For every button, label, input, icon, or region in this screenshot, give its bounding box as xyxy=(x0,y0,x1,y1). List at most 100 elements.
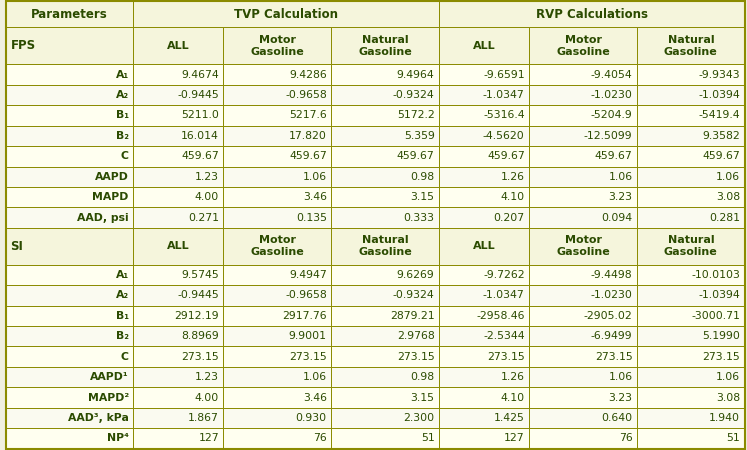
Text: A₂: A₂ xyxy=(116,290,129,301)
Bar xyxy=(439,265,529,285)
Text: -3000.71: -3000.71 xyxy=(692,311,740,321)
Text: 1.23: 1.23 xyxy=(195,372,219,382)
Bar xyxy=(223,326,331,346)
Text: AAPD: AAPD xyxy=(95,172,129,182)
Bar xyxy=(134,27,223,64)
Text: -0.9658: -0.9658 xyxy=(285,290,326,301)
Text: FPS: FPS xyxy=(10,40,36,52)
Text: 3.15: 3.15 xyxy=(411,192,435,202)
Text: Motor
Gasoline: Motor Gasoline xyxy=(557,235,610,257)
Text: 5211.0: 5211.0 xyxy=(181,110,219,121)
Text: 2.300: 2.300 xyxy=(403,413,435,423)
Bar xyxy=(637,326,745,346)
Text: Parameters: Parameters xyxy=(31,8,108,21)
Bar xyxy=(134,346,223,367)
Text: 0.333: 0.333 xyxy=(403,212,435,223)
Bar xyxy=(331,265,439,285)
Bar xyxy=(439,126,529,146)
Bar xyxy=(331,105,439,126)
Text: 3.08: 3.08 xyxy=(716,392,740,403)
Text: 8.8969: 8.8969 xyxy=(182,331,219,341)
Bar xyxy=(6,285,134,306)
Text: -1.0347: -1.0347 xyxy=(483,90,524,100)
Bar xyxy=(637,105,745,126)
Text: 0.640: 0.640 xyxy=(601,413,633,423)
Text: 1.867: 1.867 xyxy=(188,413,219,423)
Text: ALL: ALL xyxy=(167,241,190,251)
Text: 0.281: 0.281 xyxy=(710,212,740,223)
Text: 273.15: 273.15 xyxy=(182,352,219,362)
Text: -9.7262: -9.7262 xyxy=(483,270,524,280)
Bar xyxy=(6,64,134,85)
Bar xyxy=(529,64,637,85)
Bar xyxy=(134,326,223,346)
Bar xyxy=(529,326,637,346)
Bar xyxy=(223,346,331,367)
Bar xyxy=(6,166,134,187)
Text: 4.00: 4.00 xyxy=(195,192,219,202)
Text: 4.00: 4.00 xyxy=(195,392,219,403)
Bar xyxy=(134,408,223,428)
Text: -6.9499: -6.9499 xyxy=(591,331,633,341)
Text: 5.1990: 5.1990 xyxy=(702,331,740,341)
Bar xyxy=(637,387,745,408)
Text: 76: 76 xyxy=(313,433,326,443)
Bar xyxy=(134,146,223,166)
Bar xyxy=(223,207,331,228)
Text: 2917.76: 2917.76 xyxy=(282,311,326,321)
Bar xyxy=(529,85,637,105)
Bar xyxy=(529,346,637,367)
Text: 3.23: 3.23 xyxy=(609,392,633,403)
Text: -1.0394: -1.0394 xyxy=(698,290,740,301)
Bar xyxy=(134,306,223,326)
Text: 3.46: 3.46 xyxy=(303,192,326,202)
Text: 3.08: 3.08 xyxy=(716,192,740,202)
Bar xyxy=(134,187,223,207)
Text: MAPD: MAPD xyxy=(93,192,129,202)
Text: SI: SI xyxy=(10,240,23,253)
Bar xyxy=(529,166,637,187)
Text: 1.06: 1.06 xyxy=(303,372,326,382)
Text: 0.135: 0.135 xyxy=(296,212,326,223)
Text: -0.9324: -0.9324 xyxy=(393,90,435,100)
Bar xyxy=(6,1,134,27)
Bar xyxy=(637,367,745,387)
Bar xyxy=(637,85,745,105)
Bar xyxy=(223,27,331,64)
Bar xyxy=(223,285,331,306)
Bar xyxy=(134,265,223,285)
Bar xyxy=(637,27,745,64)
Bar xyxy=(223,146,331,166)
Text: 127: 127 xyxy=(199,433,219,443)
Bar xyxy=(134,285,223,306)
Text: -10.0103: -10.0103 xyxy=(692,270,740,280)
Bar xyxy=(6,367,134,387)
Text: 17.820: 17.820 xyxy=(289,131,326,141)
Text: MAPD²: MAPD² xyxy=(87,392,129,403)
Bar xyxy=(637,207,745,228)
Text: 9.4964: 9.4964 xyxy=(397,70,435,80)
Text: 1.23: 1.23 xyxy=(195,172,219,182)
Bar xyxy=(439,85,529,105)
Bar xyxy=(134,85,223,105)
Text: 9.4286: 9.4286 xyxy=(289,70,326,80)
Bar xyxy=(134,166,223,187)
Bar xyxy=(439,1,745,27)
Text: C: C xyxy=(121,151,129,161)
Text: Natural
Gasoline: Natural Gasoline xyxy=(359,35,412,57)
Text: 273.15: 273.15 xyxy=(289,352,326,362)
Text: 2912.19: 2912.19 xyxy=(174,311,219,321)
Bar xyxy=(439,166,529,187)
Bar xyxy=(331,64,439,85)
Text: Natural
Gasoline: Natural Gasoline xyxy=(664,235,718,257)
Text: 273.15: 273.15 xyxy=(595,352,633,362)
Text: -5419.4: -5419.4 xyxy=(698,110,740,121)
Text: AAD³, kPa: AAD³, kPa xyxy=(68,413,129,423)
Bar xyxy=(439,27,529,64)
Bar xyxy=(6,228,134,265)
Text: Motor
Gasoline: Motor Gasoline xyxy=(250,235,304,257)
Bar xyxy=(529,105,637,126)
Text: 5217.6: 5217.6 xyxy=(289,110,326,121)
Bar xyxy=(6,326,134,346)
Bar xyxy=(223,387,331,408)
